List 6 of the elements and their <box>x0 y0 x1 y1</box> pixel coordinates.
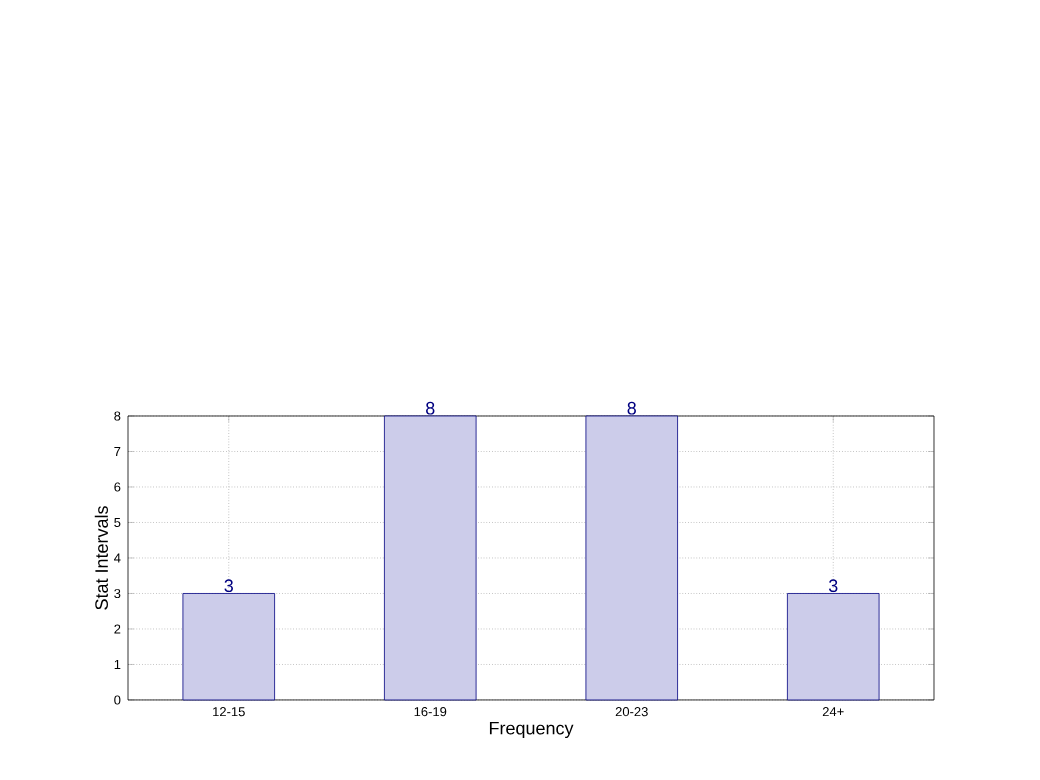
data-label: 3 <box>224 579 233 593</box>
data-label: 8 <box>627 401 636 415</box>
y-axis-title: Stat Intervals <box>94 506 108 610</box>
data-label: 3 <box>828 579 838 593</box>
data-label: 8 <box>426 401 435 415</box>
x-axis-title: Frequency <box>489 721 574 739</box>
